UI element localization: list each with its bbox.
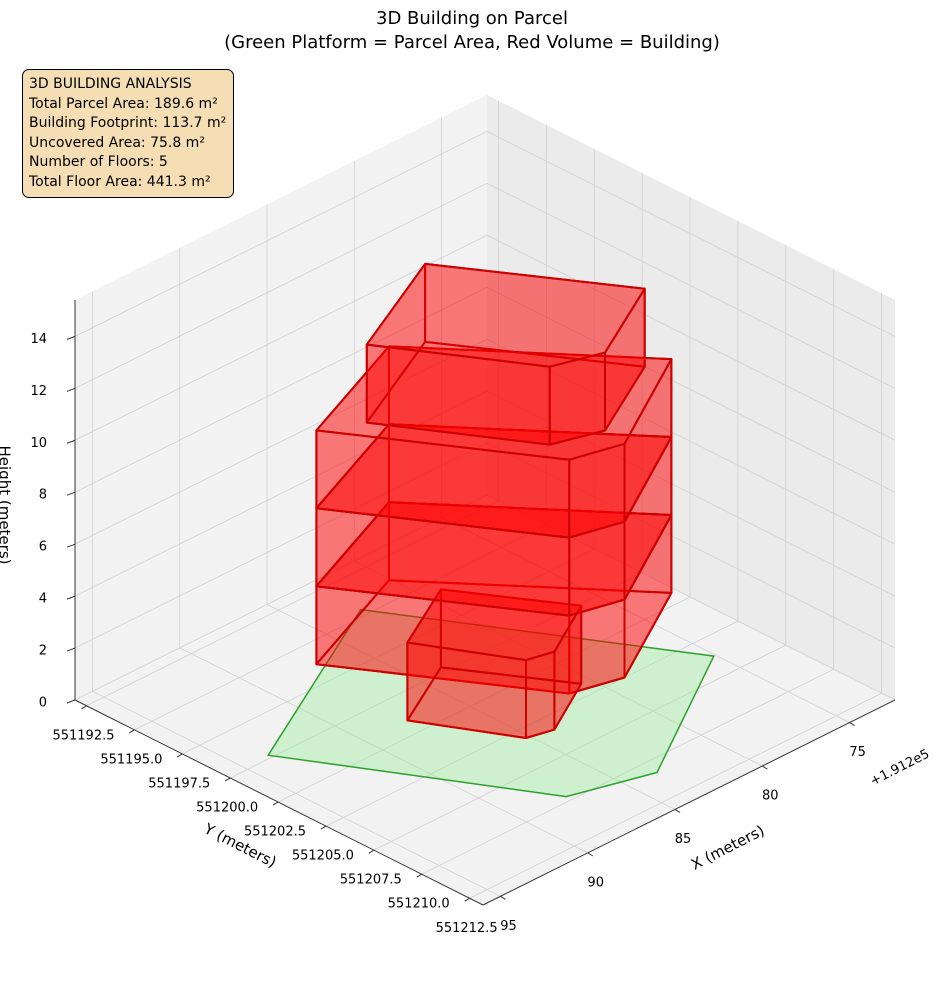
- axis-line: [74, 699, 484, 906]
- y-tick-label: 551192.5: [52, 728, 114, 743]
- tick-mark: [66, 387, 76, 392]
- tick-mark: [368, 849, 375, 854]
- grid-line: [74, 131, 488, 337]
- grid-line: [74, 234, 488, 441]
- tick-mark: [66, 439, 76, 444]
- building-top: [365, 262, 646, 368]
- grid-line: [325, 620, 739, 827]
- info-line: Uncovered Area: 75.8 m²: [29, 134, 205, 151]
- tick-mark: [66, 595, 76, 600]
- x-tick-label: 85: [675, 832, 692, 847]
- grid-line: [266, 604, 676, 810]
- info-line: Total Parcel Area: 189.6 m²: [29, 95, 218, 112]
- grid-line: [486, 494, 896, 701]
- building-top: [315, 345, 673, 461]
- grid-line: [486, 234, 896, 441]
- grid-line: [74, 182, 488, 389]
- grid-line: [373, 644, 786, 851]
- x-tick-label: 90: [587, 875, 604, 890]
- tick-mark: [66, 491, 76, 496]
- grid-line: [179, 647, 588, 854]
- info-line: Total Floor Area: 441.3 m²: [29, 173, 211, 190]
- y-tick-label: 551197.5: [148, 776, 210, 791]
- grid-line: [486, 442, 896, 649]
- tick-mark: [177, 753, 183, 758]
- tick-mark: [66, 335, 76, 340]
- tick-mark: [320, 825, 327, 830]
- y-tick-label: 551195.0: [100, 752, 162, 767]
- grid-line: [486, 286, 896, 493]
- tick-mark: [272, 801, 279, 806]
- tick-mark: [849, 722, 855, 727]
- tick-mark: [416, 873, 422, 878]
- z-tick-label: 6: [39, 540, 47, 555]
- z-tick-label: 4: [39, 592, 47, 607]
- tick-mark: [81, 705, 87, 710]
- grid-line: [277, 596, 691, 803]
- z-axis-label: Height (meters): [0, 446, 14, 565]
- grid-line: [469, 692, 882, 899]
- info-line: 3D BUILDING ANALYSIS: [29, 76, 192, 92]
- x-tick-label: 95: [500, 919, 517, 934]
- building-top: [406, 588, 583, 662]
- grid-line: [486, 182, 896, 389]
- y-tick-label: 551200.0: [196, 801, 258, 816]
- x-axis-label: X (meters): [688, 821, 767, 873]
- grid-line: [486, 390, 896, 597]
- grid-line: [74, 494, 488, 701]
- axis-line: [482, 699, 896, 906]
- grid-line: [421, 668, 834, 875]
- tick-mark: [500, 895, 506, 900]
- y-tick-label: 551205.0: [292, 849, 354, 864]
- right-pane: [487, 95, 895, 700]
- z-tick-label: 0: [39, 696, 47, 711]
- chart-title: 3D Building on Parcel: [376, 8, 568, 29]
- z-tick-label: 2: [39, 644, 47, 659]
- grid-line: [441, 517, 850, 723]
- grid-line: [86, 500, 499, 707]
- grid-line: [74, 338, 488, 545]
- grid-line: [354, 560, 763, 767]
- x-tick-label: 75: [849, 745, 866, 760]
- grid-line: [486, 131, 896, 337]
- grid-line: [74, 286, 488, 493]
- y-tick-label: 551210.0: [388, 897, 450, 912]
- grid-line: [182, 548, 595, 755]
- tick-mark: [587, 852, 594, 857]
- info-line: Number of Floors: 5: [29, 154, 168, 170]
- tick-mark: [224, 777, 231, 782]
- grid-line: [134, 524, 547, 731]
- building-wall: [548, 351, 606, 446]
- tick-mark: [66, 543, 76, 548]
- grid-line: [486, 338, 896, 545]
- z-tick-label: 12: [30, 384, 47, 399]
- info-box: 3D BUILDING ANALYSIS Total Parcel Area: 1…: [22, 69, 234, 198]
- y-tick-label: 551202.5: [244, 825, 306, 840]
- info-line: Building Footprint: 113.7 m²: [29, 115, 227, 131]
- tick-mark: [66, 699, 76, 704]
- y-tick-label: 551207.5: [340, 873, 402, 888]
- z-tick-label: 10: [30, 436, 47, 451]
- x-offset-label: +1.912e5: [868, 747, 932, 790]
- z-tick-label: 14: [30, 332, 47, 347]
- parcel: [266, 608, 715, 798]
- x-tick-label: 80: [762, 789, 779, 804]
- z-tick-label: 8: [39, 488, 47, 503]
- tick-mark: [762, 765, 768, 770]
- left-pane: [75, 95, 487, 700]
- tick-mark: [674, 809, 681, 813]
- tick-mark: [66, 647, 76, 652]
- y-tick-label: 551212.5: [436, 921, 498, 936]
- tick-mark: [129, 729, 135, 734]
- tick-mark: [464, 897, 470, 902]
- chart-subtitle: (Green Platform = Parcel Area, Red Volum…: [224, 32, 720, 53]
- grid-line: [92, 690, 501, 897]
- grid-line: [74, 442, 488, 649]
